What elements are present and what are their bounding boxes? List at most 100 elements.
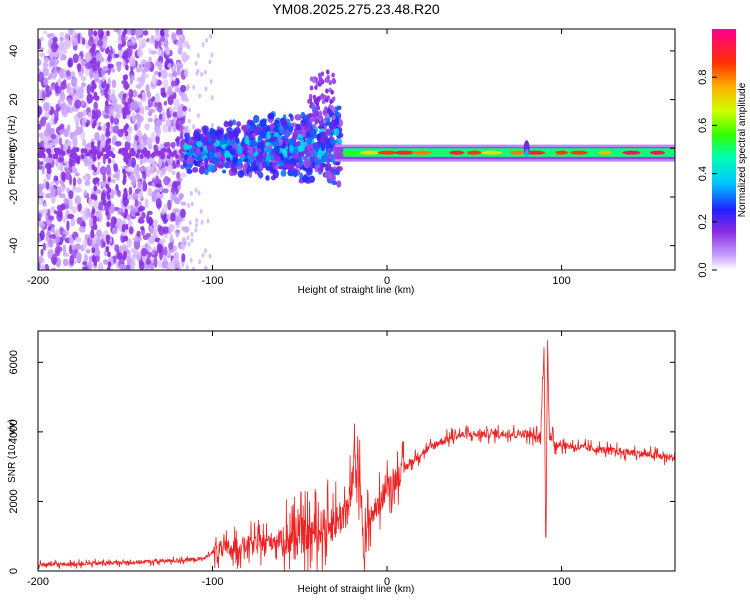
spectrogram-cell [320, 136, 325, 145]
spectrogram-cell [55, 234, 61, 243]
spectrogram-cell [69, 131, 74, 139]
spectrogram-cell [153, 70, 160, 76]
spectrogram-cell [187, 241, 191, 247]
spectrogram-x-tick-label: -100 [202, 275, 224, 287]
spectrogram-cell [62, 184, 66, 190]
spectrogram-cell [182, 105, 188, 112]
spectrogram-cell [78, 72, 83, 78]
spectrogram-y-label: Frequency (Hz) [7, 116, 18, 185]
spectrogram-cell [160, 247, 165, 256]
spectrogram-cell [139, 75, 145, 87]
spectrogram-cell [62, 244, 66, 255]
spectrogram-cell [331, 180, 338, 186]
spectrogram-cell [41, 266, 46, 270]
snr-x-tick-label: -100 [202, 576, 224, 588]
spectrogram-cell [123, 152, 128, 158]
spectrogram-cell [153, 257, 158, 268]
spectrogram-cell [117, 93, 124, 99]
spectrogram-cell [77, 91, 83, 100]
spectrogram-cell [84, 62, 92, 70]
spectrogram-cell [64, 38, 71, 50]
spectrogram-cell [112, 255, 118, 260]
spectrogram-cell [304, 159, 311, 168]
spectrogram-cell [50, 114, 54, 122]
spectrogram-cell [196, 113, 200, 119]
spectrogram-cell [319, 158, 327, 163]
spectrogram-cell [133, 101, 139, 111]
spectrogram-cell [162, 111, 166, 121]
spectrogram-cell [79, 209, 87, 215]
spectrogram-cell [172, 150, 177, 156]
spectrogram-cell [128, 55, 136, 67]
spectrogram-cell [201, 42, 205, 48]
spectrogram-cell [38, 71, 44, 83]
spectrogram-cell [282, 148, 287, 156]
spectrogram-cell [112, 125, 120, 134]
spectrogram-cell [54, 151, 59, 157]
spectrogram-cell [290, 122, 297, 128]
spectrogram-cell [188, 138, 194, 144]
spectrogram-cell [151, 161, 156, 172]
spectrogram-cell [316, 96, 321, 102]
spectrogram-cell [177, 47, 183, 55]
spectrogram-cell [87, 111, 93, 118]
spectrogram-cell [97, 161, 101, 167]
spectrogram-cell [131, 111, 136, 123]
spectrogram-cell [185, 97, 189, 103]
spectrogram-cell [186, 168, 193, 174]
spectrogram-cell [72, 30, 77, 36]
spectrogram-cell [51, 41, 58, 53]
spectrogram-cell [216, 151, 222, 159]
spectrogram-cell [56, 185, 62, 196]
spectrogram-cell [325, 88, 329, 94]
spectrogram-x-label: Height of straight line (km) [298, 285, 415, 296]
colorbar-gradient [712, 29, 736, 270]
spectrogram-cell [111, 96, 118, 106]
spectrogram-cell [292, 169, 298, 178]
spectrogram-cell [44, 57, 48, 67]
spectrogram-cell [57, 157, 65, 163]
spectrogram-cell [80, 57, 85, 69]
spectrogram-cell [171, 182, 178, 189]
spectrogram-cell [140, 225, 145, 231]
spectrogram-cell [203, 126, 208, 135]
spectrogram-cell [328, 172, 333, 181]
spectrogram-cell [106, 193, 111, 200]
spectrogram-x-tick-label: -200 [27, 275, 49, 287]
spectrogram-cell [167, 261, 174, 270]
spectrogram-cell [70, 78, 76, 87]
spectrogram-cell [192, 130, 201, 139]
spectrogram-cell [106, 30, 110, 37]
spectrogram-cell [98, 79, 102, 87]
spectrogram-cell [114, 140, 122, 147]
spectrogram-cell [292, 131, 298, 140]
spectrogram-cell [135, 84, 142, 89]
spectrogram-cell [134, 212, 140, 217]
spectrogram-cell [74, 99, 82, 109]
spectrogram-cell [43, 30, 48, 35]
spectrogram-cell [87, 38, 95, 47]
spectrogram-cell [169, 106, 177, 112]
spectrogram-cell [254, 126, 261, 134]
spectrogram-cell [151, 249, 155, 256]
spectrogram-cell [74, 90, 79, 96]
spectrogram-cell [107, 176, 112, 183]
spectrogram-cell [196, 53, 200, 59]
spectrogram-cell [198, 259, 202, 265]
spectrogram-cell [42, 67, 49, 77]
spectrogram-cell [84, 51, 92, 62]
spectrogram-cell [75, 186, 82, 193]
spectrogram-cell [45, 242, 50, 249]
spectrogram-cell [210, 52, 214, 58]
spectrogram-cell [107, 251, 111, 258]
spectrogram-cell [90, 232, 95, 239]
spectrogram-cell [180, 84, 187, 93]
snr-y-ticks: 0 2000 4000 6000 [8, 350, 675, 574]
spectrogram-cell [189, 190, 193, 196]
spectrogram-cell [38, 38, 42, 50]
spectrogram-cell [70, 219, 75, 226]
spectrogram-cell [154, 189, 160, 194]
spectrogram-cell [170, 191, 174, 203]
spectrogram-cell [93, 30, 98, 37]
